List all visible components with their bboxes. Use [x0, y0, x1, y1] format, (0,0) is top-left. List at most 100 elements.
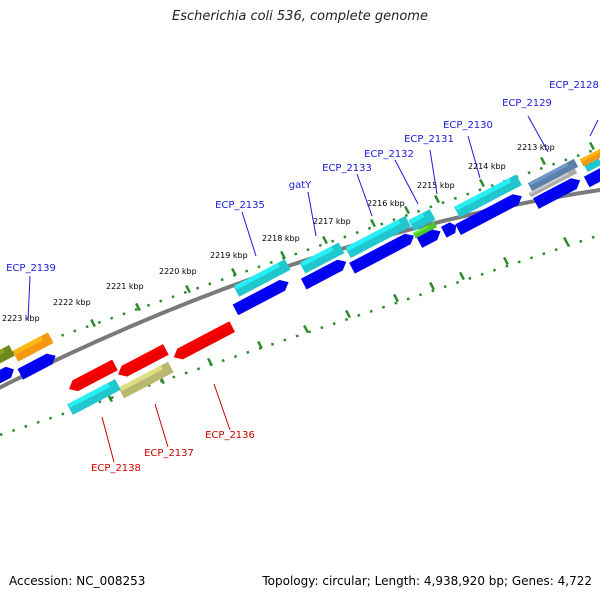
feature-highlight [409, 212, 425, 224]
feature-highlight [178, 321, 231, 353]
ruler-tick-label: 2213 kbp [517, 143, 555, 152]
feature-highlight [233, 280, 281, 309]
cds-forward[interactable] [441, 222, 457, 238]
ruler-tick [503, 256, 509, 266]
gene-label-reverse[interactable]: ECP_2136 [205, 430, 255, 441]
cds-forward[interactable] [533, 178, 581, 209]
gene-forward[interactable] [0, 345, 15, 365]
gene-forward[interactable] [299, 242, 345, 274]
ruler-inner-dots [0, 233, 600, 437]
ruler-tick [280, 250, 286, 260]
feature-highlight [584, 168, 600, 181]
feature-body [408, 209, 436, 231]
feature-highlight [122, 344, 165, 370]
map-title: Escherichia coli 536, complete genome [172, 9, 428, 24]
ruler-tick-label: 2223 kbp [2, 314, 40, 323]
accession-text: Accession: NC_008253 [9, 574, 146, 588]
gene-forward[interactable] [233, 259, 291, 297]
feature-body [349, 233, 414, 274]
gene-forward[interactable] [408, 209, 436, 231]
gene-forward[interactable] [12, 332, 54, 362]
gene-label-forward[interactable]: ECP_2133 [322, 163, 372, 174]
ruler-tick [393, 293, 399, 303]
gene-label-forward[interactable]: ECP_2129 [502, 98, 552, 109]
gene-forward[interactable] [454, 174, 522, 218]
gene-label-reverse[interactable]: ECP_2138 [91, 463, 141, 474]
feature-body [0, 345, 15, 364]
ruler-tick-label: 2218 kbp [262, 234, 300, 243]
leader-line [154, 403, 169, 448]
feature-highlight [580, 149, 600, 162]
cds-reverse[interactable] [173, 321, 235, 360]
ruler-tick-label: 2216 kbp [367, 199, 405, 208]
feature-highlight [346, 219, 401, 252]
ruler-tick [257, 340, 263, 350]
feature-highlight [0, 367, 7, 375]
leader-line [27, 275, 31, 321]
feature-body [413, 221, 437, 239]
gene-forward[interactable] [528, 168, 578, 198]
ruler-tick [434, 194, 440, 204]
gene-label-reverse[interactable]: ECP_2137 [144, 448, 194, 459]
ruler-outer-dots [0, 146, 600, 359]
gene-label-forward[interactable]: ECP_2135 [215, 200, 265, 211]
feature-highlight [18, 354, 48, 373]
feature-body [533, 178, 581, 209]
gene-label-forward[interactable]: ECP_2139 [6, 263, 56, 274]
topology-summary: Topology: circular; Length: 4,938,920 bp… [262, 574, 592, 588]
cds-forward[interactable] [349, 233, 414, 274]
gene-label-forward[interactable]: ECP_2131 [404, 134, 454, 145]
cds-forward[interactable] [301, 259, 347, 290]
gene-forward[interactable] [527, 158, 579, 192]
leader-line [356, 173, 373, 217]
gene-forward[interactable] [345, 215, 411, 259]
feature-highlight [73, 360, 114, 385]
leader-line [213, 383, 231, 431]
ruler-tick-label: 2220 kbp [159, 267, 197, 276]
feature-body [12, 332, 54, 362]
feature-highlight [119, 365, 163, 392]
feature-highlight [417, 229, 433, 241]
gene-label-forward[interactable]: gatY [289, 180, 312, 191]
feature-highlight [350, 234, 407, 267]
cds-forward[interactable] [17, 353, 56, 380]
ruler-tick-label: 2222 kbp [53, 298, 91, 307]
cds-forward[interactable] [416, 229, 441, 248]
ruler-tick [404, 205, 410, 215]
cds-reverse[interactable] [118, 344, 169, 377]
gene-label-forward[interactable]: ECP_2128 [549, 80, 599, 91]
ruler-tick [429, 281, 435, 291]
ruler-tick [135, 302, 141, 312]
cds-forward[interactable] [0, 366, 14, 384]
feature-highlight [13, 336, 43, 355]
gene-reverse[interactable] [118, 361, 174, 399]
gene-label-forward[interactable]: ECP_2132 [364, 149, 414, 160]
feature-highlight [441, 222, 451, 231]
cds-reverse[interactable] [69, 359, 118, 392]
gene-forward[interactable] [579, 146, 600, 167]
ruler-tick [185, 284, 191, 294]
cds-forward[interactable] [455, 194, 522, 235]
cds-forward[interactable] [583, 166, 600, 188]
ruler-tick-label: 2219 kbp [210, 251, 248, 260]
feature-highlight [300, 246, 334, 267]
ruler-tick [540, 156, 546, 166]
ruler-tick [563, 236, 569, 246]
feature-highlight [455, 178, 512, 211]
ruler-tick [90, 318, 96, 328]
gene-label-forward[interactable]: ECP_2130 [443, 120, 493, 131]
leader-line [527, 115, 549, 153]
leader-line [241, 211, 257, 257]
feature-body [416, 229, 441, 248]
feature-highlight [529, 172, 569, 195]
feature-highlight [68, 382, 111, 408]
ruler-tick [589, 141, 595, 151]
cds-forward[interactable] [232, 280, 289, 316]
gene-forward-small[interactable] [413, 221, 437, 239]
leader-line [429, 149, 438, 195]
gene-reverse[interactable] [67, 379, 121, 415]
feature-body [455, 194, 522, 235]
feature-highlight [0, 348, 5, 355]
